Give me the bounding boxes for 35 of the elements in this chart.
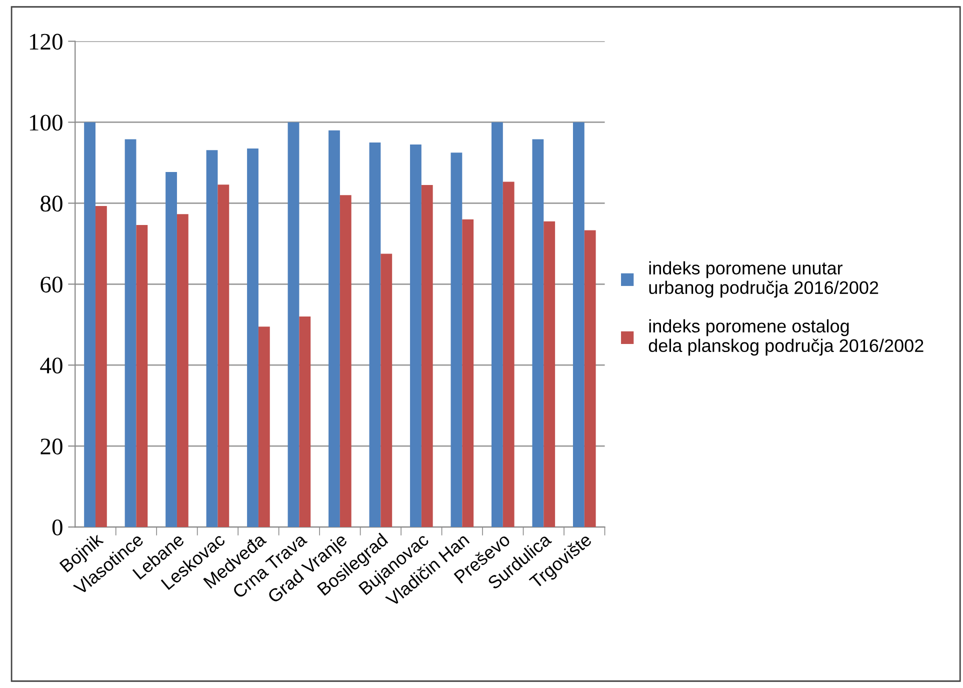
bar (136, 225, 148, 528)
legend-label: indeks poromene unutar urbanog područja 2016/2002 (649, 261, 878, 298)
bar (328, 130, 340, 528)
y-tick-label: 60 (40, 276, 62, 293)
bar (410, 144, 422, 528)
y-tick-label: 0 (52, 520, 62, 536)
bar (369, 142, 381, 528)
bar (218, 184, 230, 528)
y-tick-label: 100 (30, 114, 62, 131)
bar (299, 316, 311, 528)
bar (532, 139, 544, 528)
bar (288, 122, 300, 528)
bar (176, 214, 188, 528)
y-tick-label: 120 (30, 34, 62, 50)
bar (340, 195, 352, 528)
legend-label: indeks poromene ostalog dela planskog područja 2016/2002 (648, 319, 924, 356)
bar (572, 122, 584, 528)
bar (462, 219, 474, 528)
bar (247, 148, 258, 528)
bar (450, 152, 462, 528)
bar (544, 221, 556, 528)
bar (421, 184, 433, 528)
bar (84, 122, 96, 528)
y-tick-label: 20 (40, 438, 62, 454)
bar (502, 182, 514, 528)
bar (166, 172, 177, 528)
y-tick-label: 80 (40, 196, 62, 212)
bar (380, 254, 392, 528)
bar (206, 150, 218, 528)
bar (492, 122, 503, 528)
bar (584, 230, 596, 528)
bar (95, 206, 107, 528)
bar (258, 326, 270, 528)
bar (124, 139, 136, 528)
y-tick-label: 40 (40, 358, 62, 374)
